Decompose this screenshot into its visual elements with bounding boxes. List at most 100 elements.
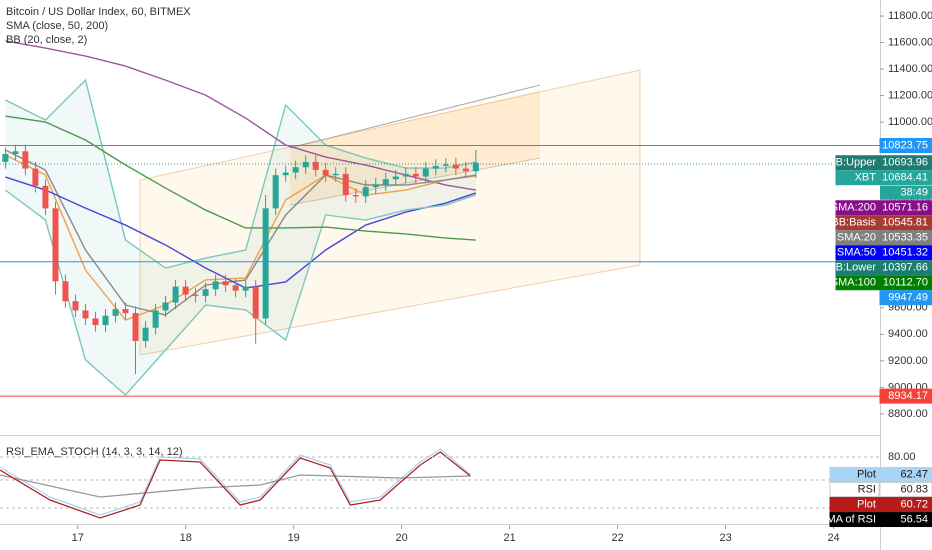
candle-body [132,313,139,341]
price-label-box [879,275,932,291]
indicator-line [0,451,471,519]
candle-body [232,285,239,291]
candle-body [352,195,359,197]
indicator-label: SMA (close, 50, 200) [6,20,108,32]
candle-body [202,289,209,296]
y-tick-label: 11200.00 [888,90,932,102]
indicator-line [5,115,476,241]
price-label-box [879,230,932,246]
price-label: 10823.75 [882,139,928,151]
price-label: XBT [855,172,877,184]
candle-body [212,281,219,290]
y-tick-label: 8800.00 [888,408,928,420]
price-label: 10571.16 [882,202,928,214]
y-tick-label: 9200.00 [888,355,928,367]
price-label-box [835,245,880,261]
price-label-box [879,290,932,306]
pitch-line [289,157,541,206]
rsi-title: RSI_EMA_STOCH (14, 3, 3, 14, 12) [6,446,182,458]
price-label: SMA:200 [831,202,876,214]
y-tick-label: 9400.00 [888,328,928,340]
x-tick-label: 24 [827,532,839,544]
price-label-box [879,482,932,498]
price-label-box [835,260,880,276]
price-label: 10112.70 [883,277,928,289]
price-label-box [879,138,932,154]
price-label: 10545.81 [882,217,928,229]
price-label-box [879,155,932,171]
y-tick-label: 11400.00 [888,63,932,75]
price-label: SMA:100 [831,277,876,289]
price-label: SMA:50 [837,247,876,259]
candle-body [292,167,299,173]
candle-body [42,185,49,209]
candle-body [142,327,149,341]
y-tick-label: 11000.00 [888,116,932,128]
candle-body [422,168,429,177]
candle-body [242,286,249,291]
candle-body [312,161,319,170]
price-label: 10533.35 [882,232,928,244]
x-tick-label: 22 [611,532,623,544]
indicator-line [4,189,477,396]
price-label: BB:Lower [828,262,876,274]
candle-body [372,184,379,188]
price-label: 62.47 [900,468,928,480]
candle-body [332,173,339,176]
price-label-box [829,467,880,483]
price-label-box [879,497,932,513]
candle-body [222,281,229,286]
candle-body [52,208,59,282]
candle-body [102,315,109,326]
price-label-box [835,200,880,216]
candle-body [442,164,449,166]
candle-body [2,153,9,162]
y-tick-label: 11800.00 [888,10,932,22]
indicator-line [0,448,471,516]
candle-body [172,286,179,303]
pitch-line [289,84,541,149]
candle-body [252,286,259,319]
channel-zone [290,90,540,205]
price-label-box [879,512,932,528]
candle-body [162,302,169,311]
price-label: SMA:20 [837,232,876,244]
price-label: Plot [857,498,876,510]
x-tick-label: 18 [180,532,192,544]
countdown-box [880,185,932,200]
price-label-box [835,230,880,246]
y-tick-label: 11600.00 [888,36,932,48]
candle-body [112,309,119,316]
candle-body [182,286,189,295]
candle-body [452,164,459,169]
candle-body [302,161,309,168]
price-label-box [835,275,880,291]
x-tick-label: 21 [504,532,516,544]
candle-body [392,176,399,180]
price-label: 9947.49 [888,292,928,304]
price-label: 10684.41 [882,172,928,184]
price-label-box [879,200,932,216]
price-label: Plot [857,468,876,480]
price-label: EMA of RSI [819,513,876,525]
candle-body [382,179,389,185]
countdown: 38:49 [900,187,928,199]
candle-body [82,310,89,319]
candle-body [342,173,349,196]
price-label-box [829,512,880,528]
price-label: 8934.17 [888,390,928,402]
candle-body [32,168,39,186]
candle-body [412,173,419,177]
price-label: BB:Upper [828,157,876,169]
x-tick-label: 20 [396,532,408,544]
price-label-box [829,482,880,498]
candle-body [322,169,329,176]
price-label: RSI [858,483,876,495]
price-label-box [879,215,932,231]
chart-title: Bitcoin / US Dollar Index, 60, BITMEX [6,6,191,18]
price-label: 56.54 [900,513,928,525]
candle-body [272,175,279,209]
y-tick-label: 80.00 [888,451,916,463]
candle-body [402,173,409,177]
